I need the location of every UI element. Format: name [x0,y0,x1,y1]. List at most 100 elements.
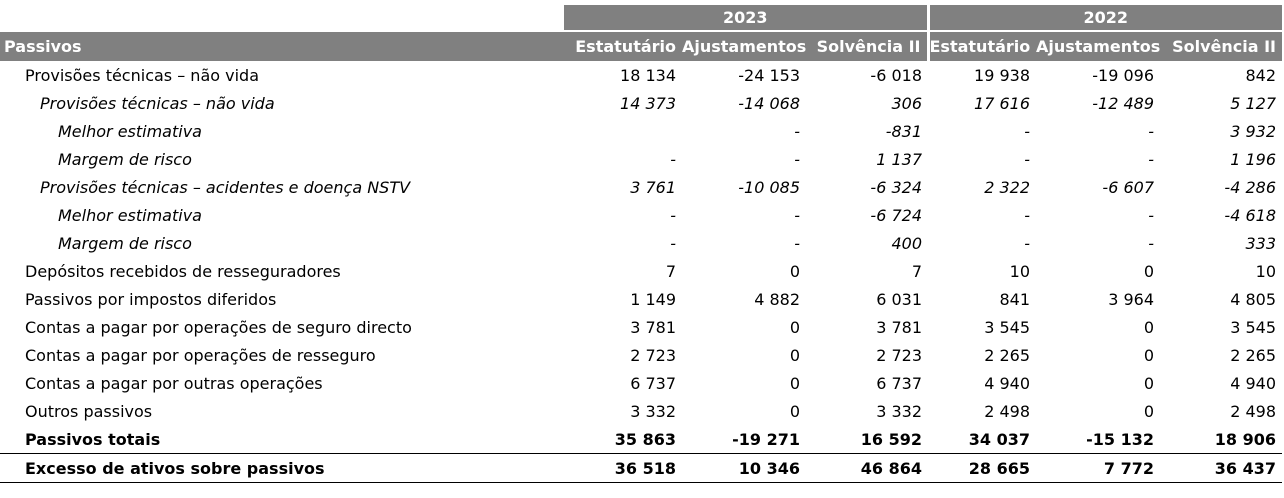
cell-value: - [794,121,800,141]
col-header-solvencia-2022: Solvência II [1160,30,1282,61]
col-header-ajustamentos-2022: Ajustamentos [1036,30,1160,61]
cell-value: -6 607 [1102,177,1154,197]
cell-value: - [670,205,676,225]
row-label: Outros passivos [25,401,153,421]
cell-value: 3 781 [630,317,676,337]
cell-value: 1 196 [1230,149,1276,169]
cell-value: -4 618 [1224,205,1276,225]
cell-value: 16 592 [860,429,922,449]
cell-value: 34 037 [968,429,1030,449]
table-row: Contas a pagar por operações de seguro d… [0,313,1282,341]
row-label: Margem de risco [58,149,192,169]
cell-value: 2 498 [984,401,1030,421]
cell-value: -4 286 [1224,177,1276,197]
cell-value: 6 031 [876,289,922,309]
cell-value: 5 127 [1230,93,1276,113]
cell-value: 3 964 [1108,289,1154,309]
cell-value: 0 [789,261,800,281]
column-header-row: Passivos Estatutário Ajustamentos Solvên… [0,30,1282,61]
row-label: Melhor estimativa [58,121,202,141]
year-header-2023: 2023 [564,5,930,31]
cell-value: 7 [911,261,922,281]
cell-value: 3 761 [630,177,676,197]
cell-value: 2 723 [876,345,922,365]
table-row: Provisões técnicas – não vida 14 373 -14 0… [0,89,1282,117]
cell-value: 6 737 [876,373,922,393]
cell-value: 36 437 [1160,453,1282,483]
cell-value: - [794,233,800,253]
cell-value: 6 737 [630,373,676,393]
cell-value: 1 149 [630,289,676,309]
cell-value: 2 498 [1230,401,1276,421]
table-row: Melhor estimativa - -831 - - 3 932 [0,117,1282,145]
row-label: Contas a pagar por outras operações [25,373,323,393]
cell-value: 3 545 [1230,317,1276,337]
year-header-row: 2023 2022 [0,5,1282,31]
row-label: Margem de risco [58,233,192,253]
col-header-estatutario-2023: Estatutário [564,30,682,61]
cell-value: 0 [1143,373,1154,393]
cell-value: 35 863 [614,429,676,449]
cell-value: 36 518 [564,453,682,483]
cell-value: 17 616 [974,93,1030,113]
cell-value: 10 [1255,261,1276,281]
row-label: Provisões técnicas – não vida [40,93,275,113]
cell-value: - [1024,205,1030,225]
cell-value: 2 265 [984,345,1030,365]
table-row: Passivos por impostos diferidos 1 149 4 88… [0,285,1282,313]
cell-value: 0 [789,317,800,337]
cell-value: -6 018 [870,65,922,85]
cell-value: 18 134 [620,65,676,85]
cell-value: -831 [885,121,922,141]
cell-value: 2 322 [984,177,1030,197]
cell-value: 0 [789,345,800,365]
year-header-2022: 2022 [928,5,1282,31]
cell-value: 4 940 [1230,373,1276,393]
cell-value: 3 932 [1230,121,1276,141]
col-header-ajustamentos-2023: Ajustamentos [682,30,806,61]
cell-value: 7 772 [1036,453,1160,483]
cell-value: 1 137 [876,149,922,169]
cell-value: - [670,233,676,253]
table-row: Contas a pagar por outras operações 6 737… [0,369,1282,397]
cell-value: 19 938 [974,65,1030,85]
cell-value: 306 [891,93,922,113]
cell-value: 3 545 [984,317,1030,337]
row-label: Passivos totais [25,429,161,449]
cell-value: 28 665 [928,453,1036,483]
cell-value: 14 373 [620,93,676,113]
cell-value: 841 [999,289,1030,309]
cell-value: -10 085 [738,177,800,197]
cell-value: 0 [789,401,800,421]
cell-value: 18 906 [1214,429,1276,449]
row-label: Depósitos recebidos de resseguradores [25,261,341,281]
cell-value: - [1148,233,1154,253]
cell-value: 0 [1143,401,1154,421]
cell-value: -12 489 [1092,93,1154,113]
cell-value: - [1148,121,1154,141]
table-row-total: Passivos totais 35 863 -19 271 16 592 34 037… [0,425,1282,454]
cell-value: -6 724 [870,205,922,225]
cell-value: 7 [665,261,676,281]
cell-value: 10 346 [682,453,806,483]
cell-value: 3 332 [876,401,922,421]
cell-value: -14 068 [738,93,800,113]
row-label: Melhor estimativa [58,205,202,225]
cell-value: 3 332 [630,401,676,421]
cell-value: -15 132 [1086,429,1154,449]
col-header-estatutario-2022: Estatutário [928,30,1036,61]
cell-value: - [1024,233,1030,253]
cell-value: 46 864 [806,453,928,483]
cell-value: -24 153 [738,65,800,85]
table-row: Provisões técnicas – não vida 18 134 -24 1… [0,61,1282,89]
cell-value: 4 805 [1230,289,1276,309]
col-header-solvencia-2023: Solvência II [806,30,930,61]
cell-value: 333 [1245,233,1276,253]
cell-value: 0 [1143,345,1154,365]
cell-value: 2 265 [1230,345,1276,365]
table-row: Contas a pagar por operações de ressegur… [0,341,1282,369]
table-row: Provisões técnicas – acidentes e doença … [0,173,1282,201]
cell-value: 3 781 [876,317,922,337]
cell-value: -19 096 [1092,65,1154,85]
